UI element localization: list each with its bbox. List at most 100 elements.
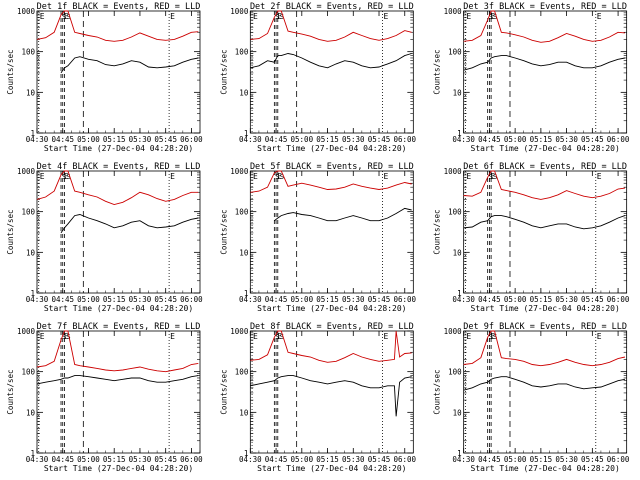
x-tick-label: 05:45 bbox=[368, 455, 391, 464]
series-line-lld bbox=[36, 170, 199, 205]
y-axis-label: Counts/sec bbox=[433, 209, 442, 254]
y-tick-label: 10 bbox=[26, 88, 36, 97]
x-tick-label: 04:30 bbox=[452, 295, 475, 304]
x-tick-label: 04:30 bbox=[239, 135, 262, 144]
eclipse-marker: E bbox=[597, 172, 602, 181]
y-tick-label: 1000 bbox=[17, 7, 36, 16]
chart-title: Det 2f BLACK = Events, RED = LLD bbox=[250, 2, 414, 12]
x-tick-label: 05:45 bbox=[581, 135, 604, 144]
x-tick-label: 06:00 bbox=[180, 455, 203, 464]
eclipse-marker: E bbox=[64, 12, 69, 21]
x-tick-label: 04:45 bbox=[51, 455, 74, 464]
series-line-lld bbox=[250, 170, 412, 193]
series-line-events bbox=[274, 207, 412, 222]
chart-title: Det 9f BLACK = Events, RED = LLD bbox=[463, 322, 627, 332]
eclipse-marker: E bbox=[383, 12, 388, 21]
eclipse-marker: E bbox=[490, 12, 495, 21]
eclipse-marker: E bbox=[466, 172, 471, 181]
x-tick-label: 05:45 bbox=[154, 295, 177, 304]
series-line-lld bbox=[250, 330, 412, 363]
plot-frame bbox=[36, 170, 201, 294]
x-tick-label: 05:15 bbox=[103, 135, 126, 144]
x-tick-label: 04:45 bbox=[265, 295, 288, 304]
x-tick-label: 06:00 bbox=[393, 295, 416, 304]
chart-panel-6: Det 6f BLACK = Events, RED = LLD 1 10 100 10… bbox=[433, 162, 630, 313]
y-axis-label: Counts/sec bbox=[433, 49, 442, 94]
y-tick-label: 1000 bbox=[444, 167, 463, 176]
saa-marker: SS bbox=[62, 13, 70, 21]
x-tick-label: 05:00 bbox=[504, 135, 527, 144]
plot-frame bbox=[36, 10, 201, 134]
y-axis-label: Counts/sec bbox=[219, 369, 228, 414]
chart-panel-5: Det 5f BLACK = Events, RED = LLD 1 10 100 10… bbox=[219, 162, 416, 313]
eclipse-marker: E bbox=[170, 172, 175, 181]
y-tick-label: 1000 bbox=[17, 167, 36, 176]
x-tick-label: 05:30 bbox=[555, 295, 578, 304]
x-tick-label: 05:30 bbox=[342, 135, 365, 144]
eclipse-marker: E bbox=[490, 172, 495, 181]
y-tick-label: 100 bbox=[21, 208, 35, 217]
y-tick-label: 100 bbox=[235, 48, 249, 57]
x-axis-label: Start Time (27-Dec-04 04:28:20) bbox=[471, 464, 620, 473]
x-tick-label: 05:00 bbox=[77, 135, 100, 144]
x-tick-label: 05:30 bbox=[129, 135, 152, 144]
y-tick-label: 10 bbox=[239, 248, 249, 257]
y-axis-label: Counts/sec bbox=[219, 49, 228, 94]
x-tick-label: 04:45 bbox=[265, 455, 288, 464]
eclipse-marker: E bbox=[253, 332, 258, 341]
x-tick-label: 05:15 bbox=[316, 295, 339, 304]
x-tick-label: 05:00 bbox=[77, 295, 100, 304]
y-tick-label: 1 bbox=[30, 289, 35, 298]
series-line-lld bbox=[463, 10, 625, 43]
chart-title: Det 4f BLACK = Events, RED = LLD bbox=[37, 162, 201, 172]
x-tick-label: 05:00 bbox=[291, 295, 314, 304]
chart-panel-8: Det 8f BLACK = Events, RED = LLD 1 10 100 10… bbox=[219, 322, 416, 473]
chart-panel-4: Det 4f BLACK = Events, RED = LLD 1 10 100 10… bbox=[6, 162, 203, 313]
x-axis-label: Start Time (27-Dec-04 04:28:20) bbox=[44, 144, 193, 153]
eclipse-marker: E bbox=[597, 332, 602, 341]
series-line-lld bbox=[250, 10, 412, 42]
x-tick-label: 05:15 bbox=[530, 135, 553, 144]
eclipse-marker: E bbox=[64, 172, 69, 181]
eclipse-marker: E bbox=[64, 332, 69, 341]
x-tick-label: 05:45 bbox=[368, 135, 391, 144]
y-axis-label: Counts/sec bbox=[6, 369, 15, 414]
x-tick-label: 05:15 bbox=[316, 135, 339, 144]
x-axis-label: Start Time (27-Dec-04 04:28:20) bbox=[471, 144, 620, 153]
eclipse-marker: E bbox=[40, 12, 45, 21]
series-line-events bbox=[463, 55, 626, 71]
saa-marker: SS bbox=[489, 333, 497, 341]
chart-title: Det 7f BLACK = Events, RED = LLD bbox=[37, 322, 201, 332]
chart-title: Det 8f BLACK = Events, RED = LLD bbox=[250, 322, 414, 332]
eclipse-marker: E bbox=[253, 12, 258, 21]
y-tick-label: 1 bbox=[457, 129, 462, 138]
eclipse-marker: E bbox=[277, 332, 282, 341]
x-axis-label: Start Time (27-Dec-04 04:28:20) bbox=[44, 464, 193, 473]
x-tick-label: 04:45 bbox=[478, 455, 501, 464]
chart-panel-2: Det 2f BLACK = Events, RED = LLD 1 10 100 10… bbox=[219, 2, 416, 153]
x-tick-label: 05:15 bbox=[530, 455, 553, 464]
x-tick-label: 04:45 bbox=[265, 135, 288, 144]
x-tick-label: 04:45 bbox=[51, 295, 74, 304]
x-tick-label: 05:00 bbox=[291, 135, 314, 144]
y-tick-label: 100 bbox=[235, 368, 249, 377]
saa-marker: SS bbox=[489, 13, 497, 21]
chart-title: Det 3f BLACK = Events, RED = LLD bbox=[463, 2, 627, 12]
saa-marker: SS bbox=[62, 173, 70, 181]
y-tick-label: 100 bbox=[448, 208, 462, 217]
plot-frame bbox=[463, 10, 628, 134]
plot-frame bbox=[36, 330, 201, 454]
eclipse-marker: E bbox=[383, 332, 388, 341]
x-tick-label: 04:30 bbox=[452, 135, 475, 144]
x-tick-label: 05:00 bbox=[504, 295, 527, 304]
y-tick-label: 100 bbox=[235, 208, 249, 217]
x-tick-label: 04:30 bbox=[26, 295, 49, 304]
x-tick-label: 05:45 bbox=[154, 135, 177, 144]
eclipse-marker: E bbox=[597, 12, 602, 21]
x-tick-label: 04:30 bbox=[26, 135, 49, 144]
saa-marker: SS bbox=[489, 173, 497, 181]
saa-marker: SS bbox=[275, 13, 283, 21]
series-line-events bbox=[463, 215, 626, 230]
x-tick-label: 05:15 bbox=[316, 455, 339, 464]
chart-panel-1: Det 1f BLACK = Events, RED = LLD 1 10 100 10… bbox=[6, 2, 203, 153]
